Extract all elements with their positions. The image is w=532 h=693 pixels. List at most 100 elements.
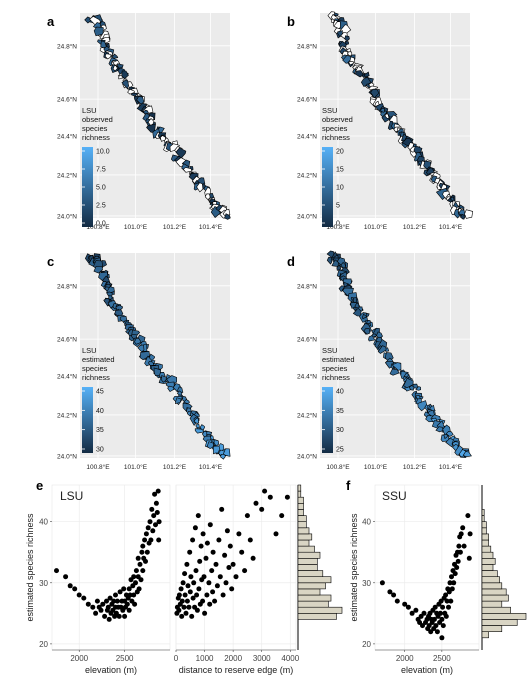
legend-colorbar: [82, 387, 93, 453]
panel-letter: d: [287, 254, 295, 269]
data-point: [114, 598, 120, 604]
map-x-tick-label: 101.0°E: [364, 463, 388, 471]
data-point: [394, 598, 400, 604]
map-y-tick-label: 24.2°N: [297, 411, 317, 419]
reserve-map: [327, 11, 474, 220]
histogram-bar: [297, 521, 307, 529]
data-point: [54, 568, 59, 574]
data-point: [145, 525, 151, 531]
data-point: [447, 580, 453, 586]
data-point: [213, 561, 219, 567]
data-point: [186, 604, 192, 610]
data-point: [155, 488, 161, 494]
reserve-patch: [175, 147, 187, 159]
reserve-patch: [368, 335, 376, 342]
histogram-bar: [297, 576, 332, 584]
data-point: [136, 586, 142, 592]
data-point: [190, 537, 196, 543]
map-panel-d: 24.8°N 24.6°N 24.4°N 24.2°N 24.0°N 100.8°E 101…: [287, 250, 472, 471]
data-point: [143, 531, 149, 537]
reserve-patch: [175, 397, 182, 404]
data-point: [85, 601, 91, 607]
data-point: [148, 537, 154, 543]
data-point: [379, 580, 385, 586]
data-point: [154, 510, 160, 515]
data-point: [117, 589, 123, 595]
data-point: [204, 592, 210, 598]
legend-title-line: richness: [322, 133, 350, 142]
data-point: [185, 583, 191, 589]
data-point: [226, 565, 232, 570]
y-tick-label: 40: [362, 518, 371, 527]
data-point: [409, 610, 415, 616]
data-point: [193, 568, 199, 574]
map-x-tick-label: 100.8°E: [86, 223, 110, 231]
panel-f: f estimated species richness 20 30 40 2000 250…: [346, 478, 527, 675]
histogram-bar: [297, 564, 318, 571]
data-point: [197, 558, 203, 564]
reserve-patch: [107, 300, 117, 309]
reserve-patch: [119, 315, 128, 322]
reserve-patch: [443, 433, 448, 440]
reserve-patch: [134, 337, 142, 345]
data-point: [279, 513, 285, 519]
legend-tick-label: 10: [336, 185, 344, 192]
histogram-bar: [481, 551, 494, 559]
reserve-patch: [360, 76, 372, 88]
reserve-patch: [431, 417, 438, 423]
y-tick-label: 30: [39, 579, 48, 588]
map-x-tick-label: 101.2°E: [163, 463, 187, 471]
histogram-bar: [297, 533, 313, 541]
map-x-tick-label: 101.4°E: [199, 223, 223, 231]
data-point: [217, 574, 223, 580]
histogram-bar: [297, 582, 326, 590]
data-point: [402, 601, 408, 607]
x-axis-label: elevation (m): [85, 665, 137, 675]
x-tick-label: 3000: [253, 654, 271, 663]
map-y-tick-label: 24.6°N: [57, 96, 77, 104]
reserve-patch: [462, 451, 472, 458]
data-point: [420, 623, 425, 629]
reserve-patch: [121, 70, 129, 80]
map-x-tick-label: 101.0°E: [124, 463, 148, 471]
histogram-bar: [481, 509, 485, 516]
map-y-tick-label: 24.2°N: [57, 171, 77, 179]
map-y-tick-label: 24.4°N: [297, 133, 317, 141]
reserve-patch: [194, 428, 204, 434]
x-tick-label: 4000: [281, 654, 299, 663]
panel-e: e estimated species richness 20 30 40 2000 250…: [25, 478, 343, 675]
histogram-bar: [481, 539, 489, 547]
data-point: [451, 580, 457, 586]
legend-tick-label: 35: [96, 427, 104, 434]
map-x-tick-label: 101.2°E: [403, 463, 427, 471]
map-y-tick-label: 24.6°N: [57, 336, 77, 344]
reserve-patch: [391, 362, 402, 371]
data-point: [206, 580, 212, 586]
data-point: [198, 543, 204, 549]
map-y-tick-label: 24.8°N: [297, 42, 317, 50]
reserve-patch: [112, 64, 118, 72]
data-point: [431, 616, 437, 622]
histogram-bar: [297, 515, 307, 522]
legend-title-line: SSU: [322, 346, 337, 355]
data-point: [391, 592, 397, 598]
legend-tick-label: 35: [336, 408, 344, 415]
data-point: [131, 592, 137, 598]
data-point: [458, 531, 464, 537]
data-point: [153, 500, 159, 506]
data-point: [181, 604, 187, 610]
map-x-tick-label: 101.0°E: [364, 223, 388, 231]
data-point: [209, 568, 215, 574]
data-point: [188, 574, 194, 580]
legend-title-line: LSU: [82, 346, 97, 355]
histogram-bar: [481, 533, 489, 541]
reserve-patch: [417, 400, 428, 412]
map-y-tick-label: 24.8°N: [57, 42, 77, 50]
map-y-tick-label: 24.8°N: [297, 282, 317, 290]
data-point: [195, 513, 201, 519]
legend-title-line: species: [82, 124, 108, 133]
data-point: [156, 537, 162, 543]
data-point: [426, 623, 432, 629]
